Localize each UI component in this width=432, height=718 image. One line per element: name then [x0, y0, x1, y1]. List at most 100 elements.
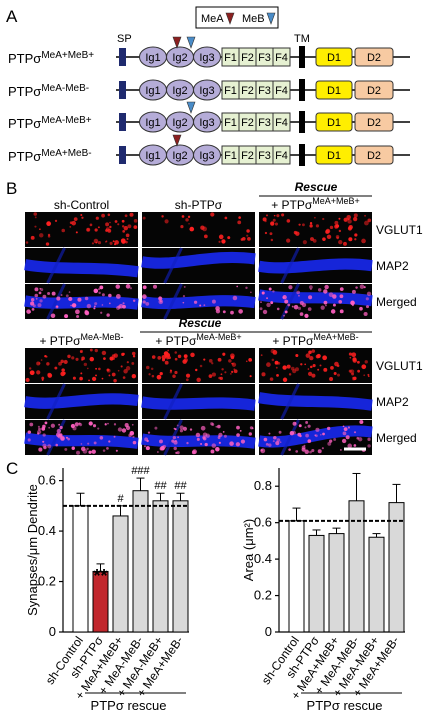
domain-label: F4 — [275, 117, 288, 129]
puncta — [272, 290, 275, 293]
puncta — [337, 373, 340, 377]
puncta — [181, 215, 185, 218]
puncta — [105, 227, 110, 232]
puncta — [229, 441, 234, 446]
puncta — [246, 229, 250, 233]
sp-label: SP — [117, 33, 132, 45]
puncta — [288, 373, 292, 376]
puncta — [185, 373, 191, 378]
construct-label: PTPσMeA+MeB- — [8, 148, 92, 164]
bar — [308, 534, 325, 633]
puncta — [278, 430, 282, 434]
domain-label: D2 — [367, 117, 381, 129]
puncta — [94, 305, 96, 308]
puncta — [125, 366, 131, 371]
puncta — [37, 432, 40, 435]
puncta — [125, 233, 130, 238]
puncta — [260, 354, 263, 357]
puncta — [266, 362, 271, 367]
puncta — [32, 304, 36, 308]
puncta — [125, 284, 131, 289]
puncta — [305, 353, 311, 358]
puncta — [260, 448, 266, 454]
puncta — [26, 309, 31, 314]
puncta — [248, 432, 252, 436]
puncta — [86, 367, 89, 370]
puncta — [367, 218, 372, 223]
puncta — [89, 223, 93, 227]
puncta — [106, 313, 110, 317]
puncta — [231, 362, 237, 367]
puncta — [124, 423, 129, 428]
puncta — [305, 433, 309, 438]
puncta — [292, 369, 297, 374]
puncta — [231, 370, 234, 374]
channel-label: MAP2 — [376, 395, 409, 409]
puncta — [199, 304, 202, 307]
puncta — [111, 372, 116, 377]
puncta — [75, 231, 78, 234]
puncta — [127, 224, 132, 229]
puncta — [310, 365, 313, 369]
puncta — [196, 437, 200, 441]
puncta — [173, 440, 178, 445]
puncta — [264, 231, 268, 235]
puncta — [317, 288, 322, 292]
puncta — [350, 300, 355, 306]
puncta — [248, 358, 252, 362]
puncta — [215, 425, 218, 428]
puncta — [70, 304, 72, 307]
domain-label: F4 — [275, 150, 288, 162]
puncta — [39, 233, 44, 238]
puncta — [103, 357, 106, 360]
puncta — [269, 377, 274, 381]
puncta — [282, 365, 287, 370]
puncta — [236, 285, 239, 288]
puncta — [55, 443, 58, 447]
puncta — [364, 220, 369, 226]
splice-arrow — [225, 12, 235, 25]
puncta — [120, 365, 123, 368]
puncta — [93, 307, 96, 310]
puncta — [219, 376, 223, 380]
puncta — [145, 302, 150, 306]
puncta — [57, 433, 62, 439]
puncta — [81, 356, 85, 361]
puncta — [303, 444, 306, 447]
puncta — [273, 435, 277, 440]
puncta — [98, 291, 101, 295]
puncta — [33, 212, 38, 216]
puncta — [354, 233, 358, 237]
domain-label: F1 — [224, 52, 237, 64]
splice-arrow — [266, 12, 276, 25]
puncta — [74, 422, 79, 427]
puncta — [312, 364, 316, 368]
construct-label: sh-PTPσ — [175, 198, 223, 212]
label-sup: MeA-MeB- — [81, 332, 124, 342]
puncta — [106, 447, 109, 450]
signal-peptide — [119, 48, 126, 66]
y-tick-label: 0.6 — [254, 515, 272, 530]
puncta — [113, 243, 117, 246]
puncta — [157, 451, 159, 453]
puncta — [88, 379, 90, 382]
puncta — [107, 213, 111, 217]
puncta — [270, 301, 274, 305]
puncta — [251, 427, 254, 430]
significance: ## — [154, 480, 167, 492]
puncta — [237, 220, 242, 225]
puncta — [275, 366, 278, 369]
legend-text: MeA — [201, 13, 224, 25]
puncta — [346, 214, 351, 220]
puncta — [298, 424, 302, 428]
puncta — [272, 218, 276, 222]
puncta — [200, 443, 203, 445]
channel-label: VGLUT1 — [376, 223, 423, 237]
puncta — [50, 423, 56, 428]
bar — [112, 515, 129, 633]
d2-domain — [354, 47, 394, 67]
puncta — [327, 441, 332, 446]
dendrite — [258, 392, 373, 411]
puncta — [87, 442, 90, 445]
puncta — [286, 364, 291, 369]
